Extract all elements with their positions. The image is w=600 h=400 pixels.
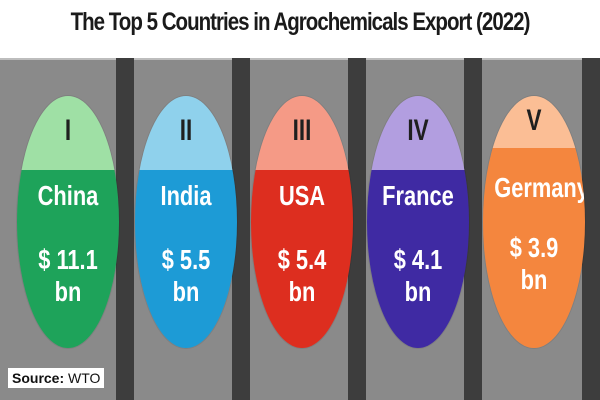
export-value: $ 5.4 bn	[277, 244, 327, 307]
source-label: Source:	[12, 370, 65, 386]
rank-numeral: II	[179, 114, 193, 147]
column-separator	[582, 58, 600, 400]
country-name: Germany	[494, 172, 585, 203]
oval-value-band	[483, 148, 585, 348]
oval-value-band	[17, 170, 119, 348]
oval-value-band	[367, 170, 469, 348]
chart-panel: I China $ 11.1 bn II India $ 5.5 bn III USA $ 5.…	[0, 58, 600, 400]
export-value: $ 11.1 bn	[38, 244, 98, 307]
rank-numeral: III	[292, 114, 312, 147]
oval-rank-band	[367, 96, 469, 170]
panel-top-line	[0, 58, 600, 60]
oval-value-band	[135, 170, 237, 348]
country-oval: IV France $ 4.1 bn	[367, 96, 469, 348]
oval-rank-band	[483, 96, 585, 148]
export-value: $ 4.1 bn	[393, 244, 443, 307]
source-value: WTO	[68, 370, 101, 386]
country-name: France	[382, 180, 454, 211]
country-oval: III USA $ 5.4 bn	[251, 96, 353, 348]
country-oval: II India $ 5.5 bn	[135, 96, 237, 348]
country-name: China	[37, 180, 99, 211]
country-name: India	[160, 180, 212, 211]
oval-value-band	[251, 170, 353, 348]
country-oval: I China $ 11.1 bn	[17, 96, 119, 348]
export-value: $ 5.5 bn	[161, 244, 211, 307]
source-note: Source: WTO	[8, 368, 105, 388]
oval-rank-band	[251, 96, 353, 170]
rank-numeral: I	[64, 114, 72, 147]
oval-rank-band	[135, 96, 237, 170]
chart-title: The Top 5 Countries in Agrochemicals Exp…	[70, 8, 531, 36]
oval-rank-band	[17, 96, 119, 170]
rank-numeral: V	[526, 104, 542, 137]
export-value: $ 3.9 bn	[509, 232, 559, 295]
column-separator	[116, 58, 134, 400]
country-oval: V Germany $ 3.9 bn	[483, 96, 585, 348]
rank-numeral: IV	[407, 114, 429, 147]
country-name: USA	[278, 180, 326, 211]
